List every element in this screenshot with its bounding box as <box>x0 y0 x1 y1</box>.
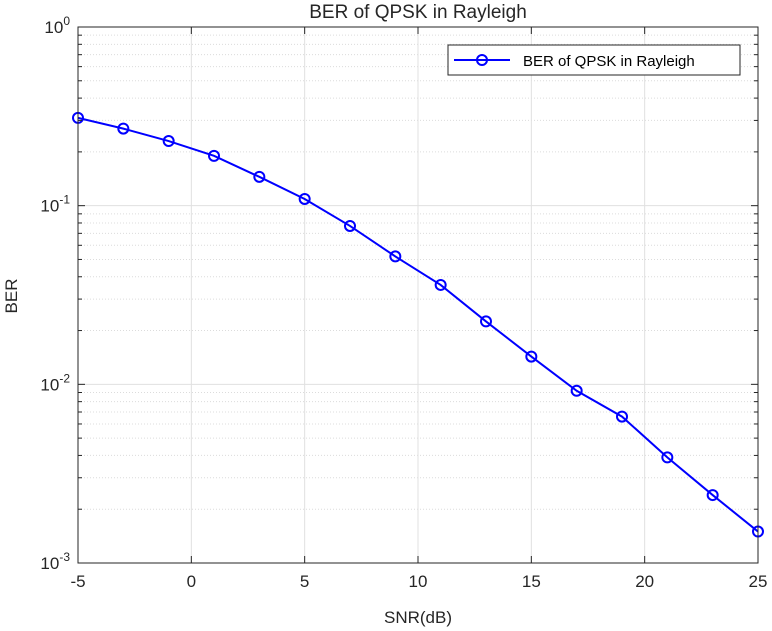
series-point <box>661 451 674 464</box>
y-tick-label: 10-3 <box>40 550 70 573</box>
x-tick-label: 20 <box>635 572 654 591</box>
grid <box>77 26 759 564</box>
series-point <box>117 122 130 135</box>
series-point <box>208 149 220 162</box>
series-point <box>706 489 719 502</box>
x-axis-label: SNR(dB) <box>384 608 452 627</box>
series-point <box>480 315 492 328</box>
y-tick-label: 10-1 <box>40 193 70 216</box>
chart-title: BER of QPSK in Rayleigh <box>309 2 527 23</box>
x-tick-label: 0 <box>187 572 196 591</box>
series-point <box>434 278 447 291</box>
series-point <box>344 219 356 232</box>
legend-marker-sample <box>476 54 488 66</box>
x-tick-label: -5 <box>70 572 85 591</box>
legend-label: BER of QPSK in Rayleigh <box>523 53 695 70</box>
series-point <box>253 170 266 183</box>
x-tick-label: 25 <box>749 572 768 591</box>
legend: BER of QPSK in Rayleigh <box>447 44 741 76</box>
x-tick-label: 10 <box>409 572 428 591</box>
ticks: -5 0 5 10 15 20 25 100 10-1 10-2 10-3 <box>40 14 767 591</box>
series-point <box>298 192 311 205</box>
series-point <box>616 410 628 423</box>
series-point <box>162 135 175 148</box>
series-line <box>77 116 759 533</box>
series-point <box>525 350 538 363</box>
y-tick-label: 10-2 <box>40 371 70 394</box>
series-point <box>389 250 402 263</box>
y-tick-label: 100 <box>44 14 70 37</box>
y-axis-label: BER <box>2 279 21 314</box>
x-tick-label: 5 <box>300 572 309 591</box>
series-point <box>570 384 583 397</box>
x-tick-label: 15 <box>522 572 541 591</box>
